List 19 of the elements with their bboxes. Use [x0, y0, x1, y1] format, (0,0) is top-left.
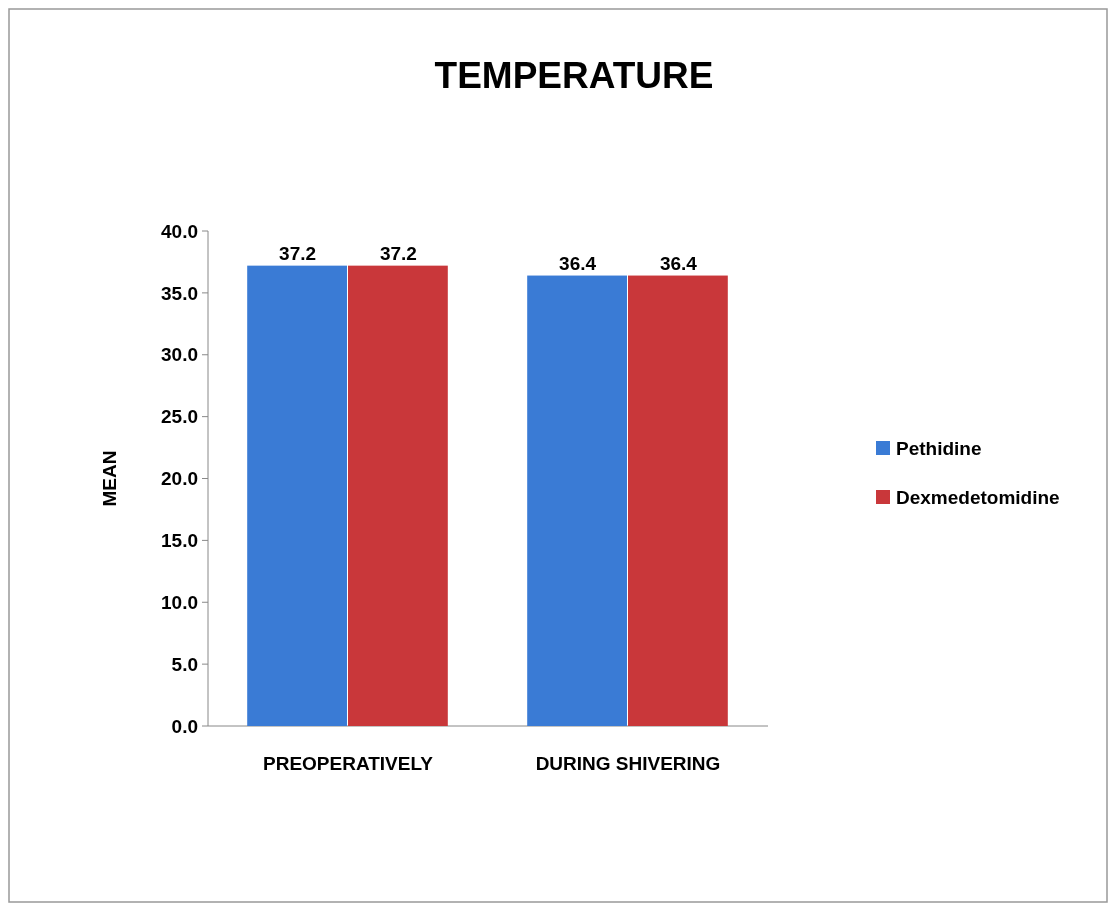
- legend-label: Dexmedetomidine: [896, 486, 1060, 508]
- data-label: 36.4: [559, 252, 597, 274]
- y-tick-label: 10.0: [161, 591, 198, 613]
- legend-label: Pethidine: [896, 437, 982, 459]
- y-tick-label: 0.0: [171, 715, 198, 737]
- y-tick-label: 35.0: [161, 282, 198, 304]
- y-tick-label: 25.0: [161, 406, 198, 428]
- y-axis-title: MEAN: [99, 450, 120, 507]
- data-label: 37.2: [379, 242, 417, 264]
- chart-title: TEMPERATURE: [434, 55, 714, 96]
- y-tick-label: 30.0: [161, 344, 198, 366]
- y-tick-label: 20.0: [161, 468, 198, 490]
- y-tick-label: 5.0: [171, 653, 198, 675]
- data-label: 37.2: [279, 242, 317, 264]
- data-label: 36.4: [659, 252, 698, 274]
- x-tick-label: DURING SHIVERING: [535, 753, 721, 774]
- y-tick-label: 40.0: [161, 220, 198, 242]
- x-tick-label: PREOPERATIVELY: [263, 753, 434, 774]
- y-tick-label: 15.0: [161, 530, 198, 552]
